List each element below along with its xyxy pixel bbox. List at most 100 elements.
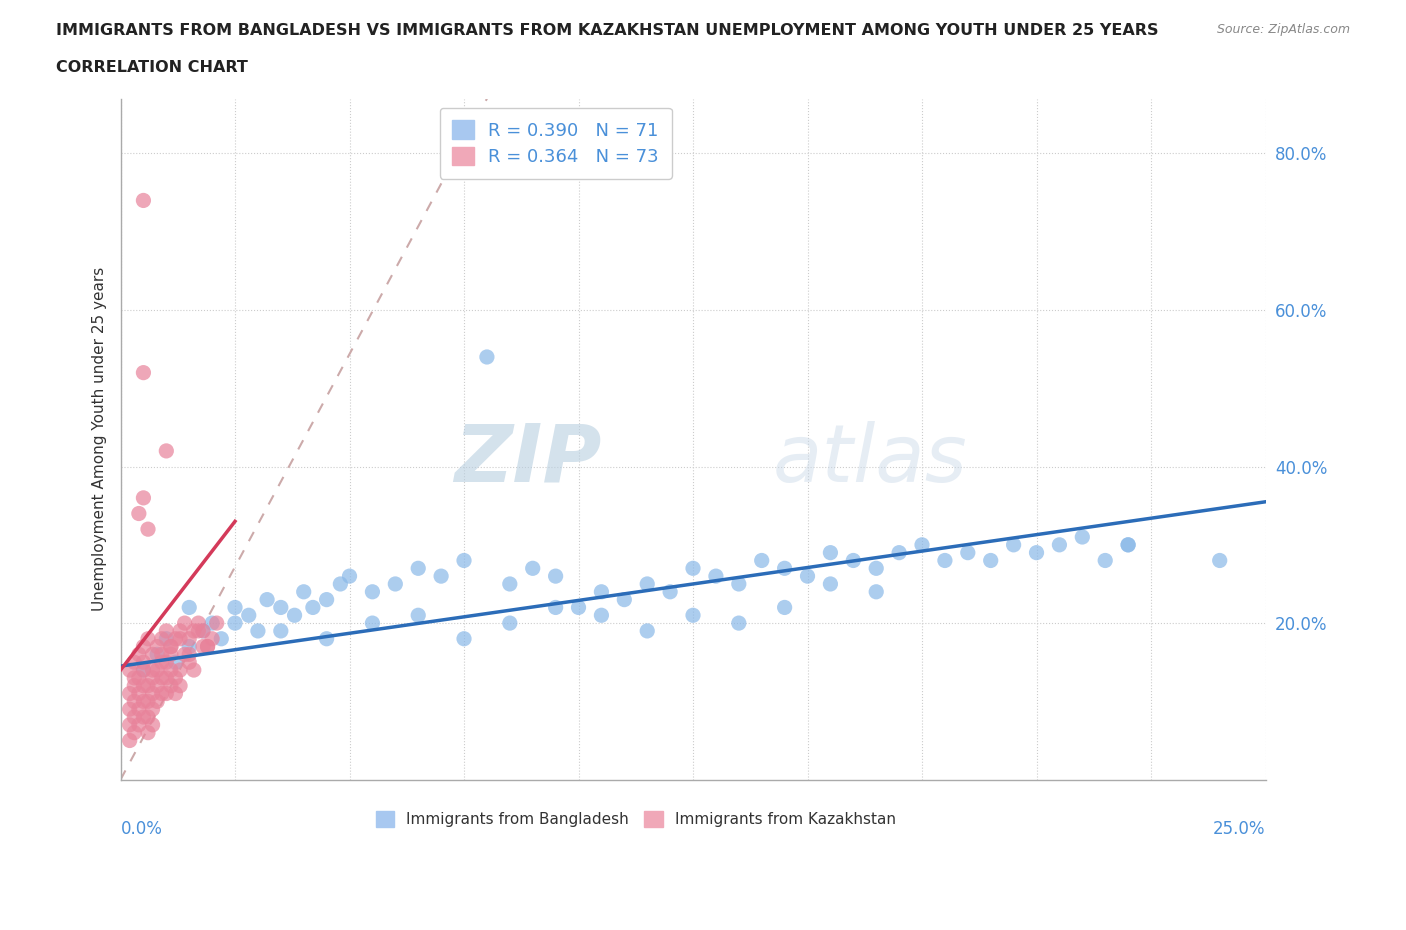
Point (238, 608, 260, 623)
Point (173, 647, 195, 662)
Point (773, 600, 796, 615)
Point (132, 662, 155, 677)
Point (146, 694, 169, 709)
Point (142, 671, 165, 685)
Point (146, 647, 169, 662)
Point (165, 686, 187, 701)
Point (146, 678, 169, 693)
Point (118, 717, 141, 732)
Text: 0.0%: 0.0% (121, 820, 163, 839)
Point (155, 686, 177, 701)
Point (591, 608, 613, 623)
Point (122, 678, 145, 693)
Text: ZIP: ZIP (454, 420, 602, 498)
Point (842, 553, 865, 568)
Point (256, 592, 278, 607)
Point (475, 350, 498, 365)
Point (224, 600, 246, 615)
Point (727, 616, 749, 631)
Point (1116, 538, 1139, 552)
Point (132, 193, 155, 208)
Point (128, 717, 150, 732)
Point (339, 569, 361, 584)
Point (820, 577, 842, 591)
Point (183, 662, 205, 677)
Point (183, 623, 205, 638)
Point (751, 553, 773, 568)
Point (160, 678, 183, 693)
Point (150, 686, 173, 701)
Point (865, 561, 887, 576)
Point (155, 444, 177, 458)
Point (980, 553, 1002, 568)
Point (544, 569, 567, 584)
Point (329, 577, 352, 591)
Point (150, 671, 173, 685)
Point (1116, 538, 1139, 552)
Point (122, 671, 145, 685)
Text: CORRELATION CHART: CORRELATION CHART (56, 60, 247, 75)
Point (146, 662, 169, 677)
Point (209, 631, 232, 646)
Point (1025, 545, 1047, 560)
Point (136, 694, 159, 709)
Point (361, 584, 384, 599)
Point (453, 631, 475, 646)
Point (1094, 553, 1116, 568)
Point (727, 577, 749, 591)
Point (796, 569, 818, 584)
Point (132, 662, 155, 677)
Point (659, 584, 682, 599)
Point (160, 639, 183, 654)
Point (155, 623, 177, 638)
Point (934, 553, 956, 568)
Point (865, 584, 887, 599)
Point (315, 592, 337, 607)
Point (197, 639, 219, 654)
Point (292, 584, 315, 599)
Point (499, 616, 522, 631)
Point (122, 655, 145, 670)
Point (179, 600, 201, 615)
Point (406, 608, 429, 623)
Point (284, 608, 307, 623)
Point (155, 631, 177, 646)
Point (246, 623, 269, 638)
Point (1209, 553, 1232, 568)
Point (128, 686, 150, 701)
Point (169, 662, 191, 677)
Point (179, 647, 201, 662)
Point (128, 702, 150, 717)
Text: atlas: atlas (773, 420, 967, 498)
Point (132, 678, 155, 693)
Point (160, 647, 183, 662)
Point (142, 702, 165, 717)
Point (122, 694, 145, 709)
Y-axis label: Unemployment Among Youth under 25 years: Unemployment Among Youth under 25 years (93, 267, 107, 611)
Point (155, 655, 177, 670)
Point (155, 671, 177, 685)
Point (118, 662, 141, 677)
Point (406, 561, 429, 576)
Point (1047, 538, 1070, 552)
Point (165, 631, 187, 646)
Point (682, 561, 704, 576)
Point (136, 522, 159, 537)
Point (128, 671, 150, 685)
Point (136, 725, 159, 740)
Point (191, 639, 214, 654)
Point (1002, 538, 1025, 552)
Point (136, 710, 159, 724)
Point (146, 639, 169, 654)
Text: Source: ZipAtlas.com: Source: ZipAtlas.com (1216, 23, 1350, 36)
Point (118, 733, 141, 748)
Point (956, 545, 979, 560)
Point (118, 702, 141, 717)
Point (205, 616, 228, 631)
Point (136, 631, 159, 646)
Point (179, 655, 201, 670)
Point (682, 608, 704, 623)
Point (315, 631, 337, 646)
Point (911, 538, 934, 552)
Point (160, 639, 183, 654)
